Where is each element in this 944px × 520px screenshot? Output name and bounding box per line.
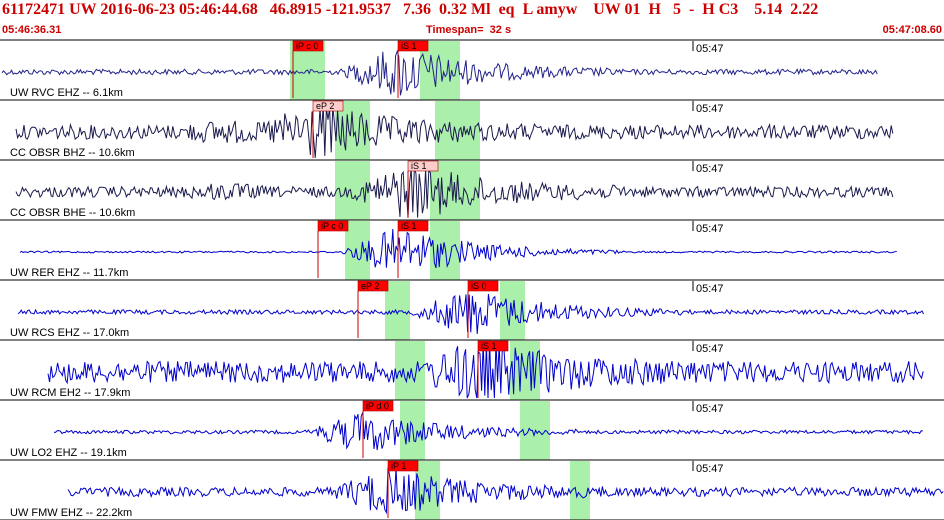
- station-label: UW LO2 EHZ -- 19.1km: [10, 447, 127, 459]
- time-mark-label: 05:47: [696, 43, 724, 55]
- pick-flag[interactable]: [292, 40, 324, 52]
- phase-pick[interactable]: iP c 0: [292, 40, 324, 98]
- waveform: [53, 412, 923, 451]
- pick-flag[interactable]: [397, 220, 429, 232]
- phase-window: [435, 101, 480, 160]
- station-label: UW RCM EH2 -- 17.9km: [10, 387, 130, 399]
- waveform: [15, 104, 894, 159]
- pick-flag[interactable]: [397, 40, 429, 52]
- time-mark-label: 05:47: [696, 163, 724, 175]
- trace-row[interactable]: 05:47 iP c 0 iS 1 UW RVC EHZ -- 6.1km: [0, 40, 944, 101]
- pick-label: iP c 0: [296, 41, 318, 51]
- phase-pick[interactable]: iS 1: [397, 220, 429, 278]
- pick-label: iP d 0: [366, 401, 389, 411]
- phase-pick[interactable]: iS 1: [407, 160, 439, 218]
- station-label: UW RVC EHZ -- 6.1km: [10, 87, 123, 99]
- phase-pick[interactable]: eP 2: [357, 280, 389, 338]
- pick-label: iP 1: [391, 461, 406, 471]
- waveform: [19, 228, 897, 269]
- waveform: [15, 166, 894, 219]
- time-mark-label: 05:47: [696, 103, 724, 115]
- pick-flag[interactable]: [362, 400, 394, 412]
- pick-label: iS 1: [481, 341, 497, 351]
- waveform: [1, 49, 878, 96]
- phase-pick[interactable]: iP d 0: [362, 400, 394, 458]
- phase-pick[interactable]: iP c 0: [317, 220, 349, 278]
- trace-row[interactable]: 05:47 eP 2 CC OBSR BHZ -- 10.6km: [0, 100, 944, 161]
- pick-label: iS 0: [471, 281, 487, 291]
- pick-label: iS 1: [401, 41, 417, 51]
- station-label: UW FMW EHZ -- 22.2km: [10, 507, 132, 519]
- pick-flag[interactable]: [407, 160, 439, 172]
- window-start-time: 05:46:36.31: [2, 24, 62, 36]
- time-mark-label: 05:47: [696, 463, 724, 475]
- phase-window: [570, 461, 590, 520]
- station-label: CC OBSR BHZ -- 10.6km: [10, 147, 135, 159]
- waveform: [17, 294, 925, 334]
- phase-window: [335, 161, 370, 220]
- pick-flag[interactable]: [357, 280, 389, 292]
- pick-label: iS 1: [411, 161, 427, 171]
- pick-label: iS 1: [401, 221, 417, 231]
- timespan-label: Timespan= 32 s: [426, 24, 512, 36]
- event-info-line: 61172471 UW 2016-06-23 05:46:44.68 46.89…: [2, 1, 819, 18]
- pick-flag[interactable]: [477, 340, 509, 352]
- phase-window: [385, 281, 410, 340]
- window-end-time: 05:47:08.60: [882, 24, 942, 36]
- station-label: UW RER EHZ -- 11.7km: [10, 267, 128, 279]
- pick-flag[interactable]: [467, 280, 499, 292]
- pick-flag[interactable]: [387, 460, 419, 472]
- trace-row[interactable]: 05:47 iP c 0 iS 1 UW RER EHZ -- 11.7km: [0, 220, 944, 281]
- trace-row[interactable]: 05:47 eP 2 iS 0 UW RCS EHZ -- 17.0km: [0, 280, 944, 341]
- phase-pick[interactable]: iS 0: [467, 280, 499, 338]
- pick-flag[interactable]: [312, 100, 344, 112]
- time-mark-label: 05:47: [696, 343, 724, 355]
- trace-row[interactable]: 05:47 iP d 0 UW LO2 EHZ -- 19.1km: [0, 400, 944, 461]
- pick-label: eP 2: [316, 101, 334, 111]
- pick-label: eP 2: [361, 281, 379, 291]
- phase-window: [430, 221, 460, 280]
- time-mark-label: 05:47: [696, 403, 724, 415]
- station-label: UW RCS EHZ -- 17.0km: [10, 327, 129, 339]
- trace-row[interactable]: 05:47 iS 1 UW RCM EH2 -- 17.9km: [0, 340, 944, 401]
- time-mark-label: 05:47: [696, 283, 724, 295]
- phase-window: [395, 341, 425, 400]
- phase-pick[interactable]: iP 1: [387, 460, 419, 518]
- waveform: [67, 467, 944, 515]
- phase-pick[interactable]: iS 1: [477, 340, 509, 398]
- trace-row[interactable]: 05:47 iS 1 CC OBSR BHE -- 10.6km: [0, 160, 944, 221]
- trace-row[interactable]: 05:47 iP 1 UW FMW EHZ -- 22.2km: [0, 460, 944, 520]
- time-mark-label: 05:47: [696, 223, 724, 235]
- pick-flag[interactable]: [317, 220, 349, 232]
- waveform: [47, 341, 924, 399]
- pick-label: iP c 0: [321, 221, 343, 231]
- phase-pick[interactable]: iS 1: [397, 40, 429, 98]
- phase-pick[interactable]: eP 2: [312, 100, 344, 158]
- station-label: CC OBSR BHE -- 10.6km: [10, 207, 135, 219]
- event-header: 61172471 UW 2016-06-23 05:46:44.68 46.89…: [0, 0, 944, 40]
